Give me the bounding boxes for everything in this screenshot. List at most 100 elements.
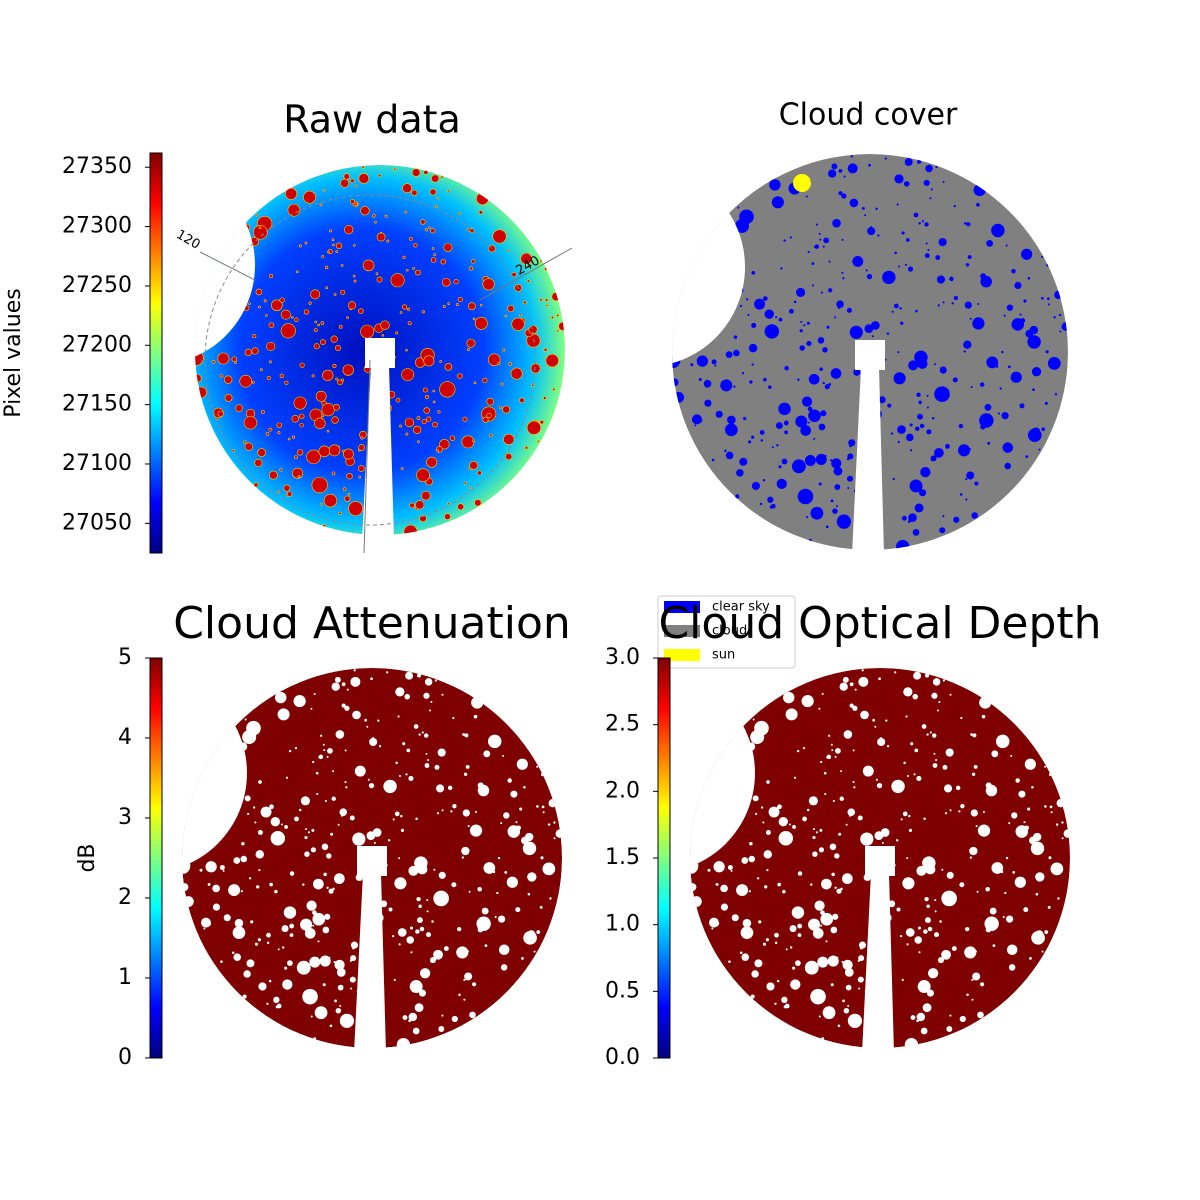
sky-spot <box>1035 892 1039 896</box>
sky-spot <box>380 900 388 908</box>
sky-spot <box>297 475 301 478</box>
sky-spot <box>515 907 521 913</box>
sky-spot <box>433 868 436 871</box>
sky-spot <box>464 972 473 981</box>
sky-spot <box>1015 825 1029 838</box>
sky-spot <box>217 410 224 417</box>
sky-spot <box>248 302 251 305</box>
sky-spot <box>673 391 685 403</box>
sky-spot <box>935 255 941 260</box>
sky-spot <box>866 273 873 280</box>
sky-spot <box>310 707 313 710</box>
sky-spot <box>915 426 920 431</box>
sky-spot <box>880 828 890 837</box>
sky-spot <box>466 950 469 953</box>
sky-spot <box>727 415 736 425</box>
sky-spot <box>500 822 503 825</box>
legend-swatch <box>664 601 700 613</box>
sky-spot <box>266 376 271 381</box>
sky-spot <box>752 718 755 721</box>
tick-label: 1.5 <box>605 845 640 870</box>
sky-spot <box>933 363 936 366</box>
sky-spot <box>1056 798 1065 808</box>
sky-spot <box>921 220 925 223</box>
tick-label: 2 <box>118 885 132 910</box>
sky-spot <box>347 301 357 310</box>
sky-spot <box>300 796 310 806</box>
sky-spot <box>540 856 544 860</box>
sky-spot <box>921 724 927 729</box>
sky-spot <box>299 362 305 368</box>
sky-spot <box>463 998 466 1001</box>
sky-spot <box>372 828 382 837</box>
sky-spot <box>258 305 261 309</box>
sky-spot <box>739 457 748 466</box>
sky-spot <box>835 748 841 754</box>
sky-spot <box>212 903 221 911</box>
sky-spot <box>360 206 370 216</box>
sky-spot <box>469 461 478 470</box>
sky-spot <box>1063 829 1070 838</box>
sky-spot <box>287 960 293 966</box>
mast <box>852 367 884 555</box>
sky-spot <box>1057 897 1060 900</box>
sky-spot <box>763 850 773 859</box>
sky-spot <box>857 815 863 821</box>
sky-spot <box>496 891 499 895</box>
sky-spot <box>1059 330 1062 333</box>
sky-spot <box>713 861 725 873</box>
sky-spot <box>467 348 470 352</box>
sky-spot <box>843 175 846 178</box>
sky-spot <box>324 799 327 803</box>
sky-spot <box>413 724 419 729</box>
sky-spot <box>926 406 929 409</box>
sky-spot <box>510 790 518 798</box>
sky-spot <box>492 229 507 244</box>
sky-spot <box>520 252 533 265</box>
sky-spot <box>821 692 824 695</box>
sky-spot <box>929 197 932 200</box>
sky-spot <box>456 373 463 379</box>
sky-spot <box>243 970 251 978</box>
sky-spot <box>324 913 331 920</box>
sky-spot <box>400 828 405 833</box>
sky-spot <box>972 317 985 330</box>
sky-spot <box>438 871 446 879</box>
sky-spot <box>269 882 273 887</box>
polar-line <box>479 247 573 301</box>
tick-label: 2.0 <box>605 778 640 803</box>
sky-spot <box>797 871 803 876</box>
sky-spot <box>1029 325 1039 335</box>
sky-spot <box>406 748 411 753</box>
sky-spot <box>522 841 537 856</box>
sky-spot <box>407 307 411 311</box>
sky-spot <box>243 416 258 430</box>
sky-spot <box>1031 931 1045 945</box>
sky-spot <box>964 301 972 309</box>
sky-spot <box>294 317 299 322</box>
sky-spot <box>807 421 810 424</box>
sky-spot <box>1000 870 1004 874</box>
sky-spot <box>835 505 838 508</box>
sky-spot <box>847 163 858 174</box>
sky-spot <box>897 425 906 434</box>
sky-spot <box>421 419 427 425</box>
sky-spot <box>430 257 437 263</box>
sky-spot <box>519 807 523 811</box>
sky-spot <box>1048 856 1052 860</box>
sky-spot <box>422 387 428 393</box>
sky-spot <box>808 918 821 931</box>
sky-spot <box>1029 956 1032 960</box>
sky-spot <box>247 812 250 815</box>
sky-spot <box>916 159 922 164</box>
sky-spot <box>877 234 880 237</box>
sky-spot <box>818 1015 821 1018</box>
sky-spot <box>205 861 217 873</box>
sky-spot <box>894 174 904 184</box>
sky-spot <box>542 396 547 400</box>
sky-spot <box>793 776 797 779</box>
sky-spot <box>847 486 850 489</box>
sky-spot <box>256 885 260 889</box>
sky-spot <box>281 946 285 949</box>
sky-spot <box>824 384 830 390</box>
